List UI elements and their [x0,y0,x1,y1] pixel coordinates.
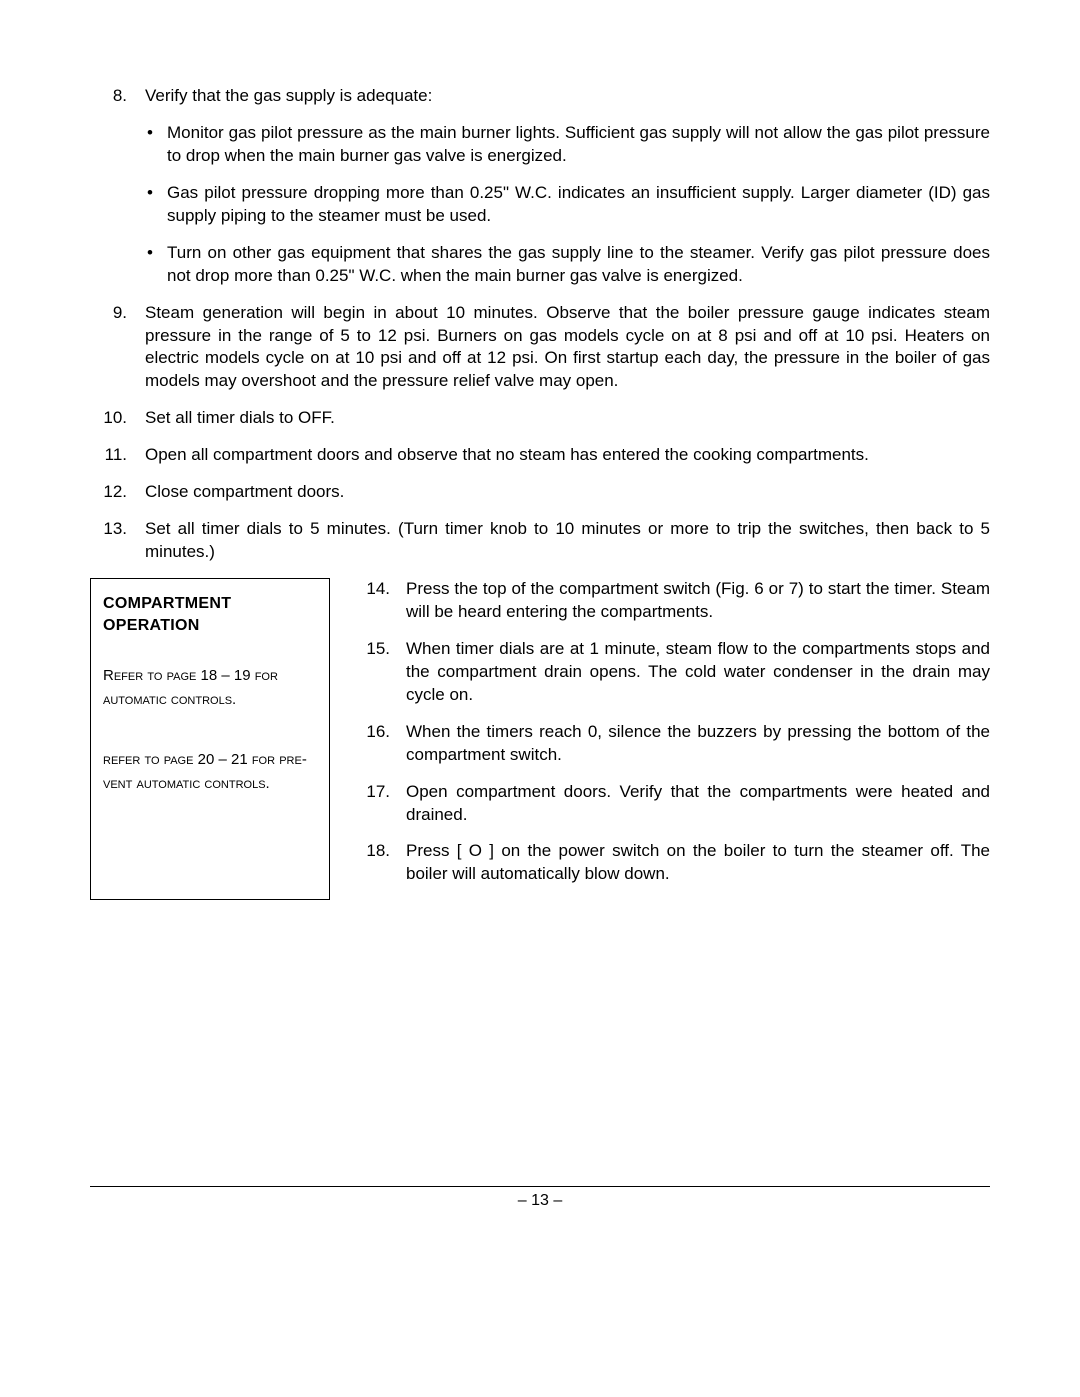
list-number: 8. [90,85,145,108]
bullet-icon: • [145,182,167,228]
bullet-text: Gas pilot pressure dropping more than 0.… [167,182,990,228]
list-item-10: 10. Set all timer dials to OFF. [90,407,990,430]
list-number: 13. [90,518,145,564]
list-item-15: 15. When timer dials are at 1 minute, st… [358,638,990,707]
list-number: 11. [90,444,145,467]
list-number: 17. [358,781,406,827]
list-text: Open compartment doors. Verify that the … [406,781,990,827]
list-number: 9. [90,302,145,394]
list-number: 10. [90,407,145,430]
page-content: 8. Verify that the gas supply is adequat… [90,85,990,900]
list-item-16: 16. When the timers reach 0, silence the… [358,721,990,767]
list-text: Close compartment doors. [145,481,990,504]
list-item-9: 9. Steam generation will begin in about … [90,302,990,394]
sidebar-ref-2: refer to page 20 – 21 for pre-vent autom… [103,748,317,796]
sidebar-ref-1: Refer to page 18 – 19 for automatic cont… [103,664,317,712]
bullet-item: • Monitor gas pilot pressure as the main… [145,122,990,168]
list-text: Steam generation will begin in about 10 … [145,302,990,394]
list-text: Press [ O ] on the power switch on the b… [406,840,990,886]
sidebar-box: COMPARTMENT OPERATION Refer to page 18 –… [90,578,330,900]
list-text: Verify that the gas supply is adequate: [145,85,990,108]
list-number: 18. [358,840,406,886]
list-text: Open all compartment doors and observe t… [145,444,990,467]
sidebar-title: COMPARTMENT OPERATION [103,593,317,636]
bullet-item: • Gas pilot pressure dropping more than … [145,182,990,228]
list-item-14: 14. Press the top of the compartment swi… [358,578,990,624]
list-number: 12. [90,481,145,504]
list-number: 16. [358,721,406,767]
bullet-text: Monitor gas pilot pressure as the main b… [167,122,990,168]
list-text: Set all timer dials to OFF. [145,407,990,430]
list-number: 14. [358,578,406,624]
footer-divider [90,1186,990,1187]
list-text: When the timers reach 0, silence the buz… [406,721,990,767]
list-item-13: 13. Set all timer dials to 5 minutes. (T… [90,518,990,564]
list-item-8: 8. Verify that the gas supply is adequat… [90,85,990,108]
list-item-11: 11. Open all compartment doors and obser… [90,444,990,467]
page-number: – 13 – [0,1190,1080,1212]
bullet-item: • Turn on other gas equipment that share… [145,242,990,288]
list-text: When timer dials are at 1 minute, steam … [406,638,990,707]
list-item-12: 12. Close compartment doors. [90,481,990,504]
right-column: 14. Press the top of the compartment swi… [358,578,990,900]
list-item-17: 17. Open compartment doors. Verify that … [358,781,990,827]
bullet-text: Turn on other gas equipment that shares … [167,242,990,288]
two-column-section: COMPARTMENT OPERATION Refer to page 18 –… [90,578,990,900]
bullet-icon: • [145,242,167,288]
list-number: 15. [358,638,406,707]
bullet-group-8: • Monitor gas pilot pressure as the main… [145,122,990,288]
list-item-18: 18. Press [ O ] on the power switch on t… [358,840,990,886]
bullet-icon: • [145,122,167,168]
list-text: Set all timer dials to 5 minutes. (Turn … [145,518,990,564]
list-text: Press the top of the compartment switch … [406,578,990,624]
